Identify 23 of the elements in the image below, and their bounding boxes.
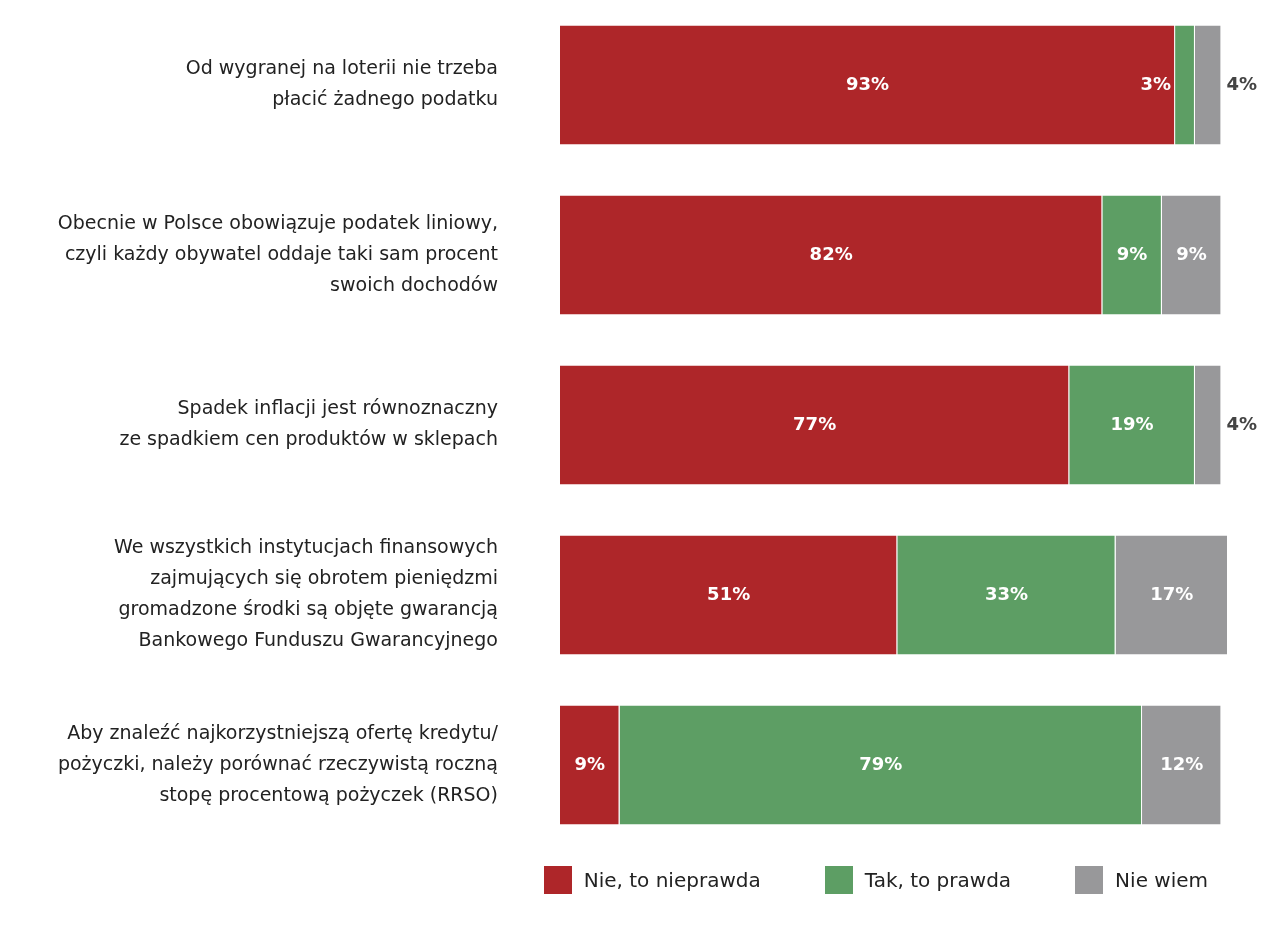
data-label: 93% (846, 72, 890, 94)
data-label: 51% (707, 582, 751, 604)
data-label: 4% (1226, 412, 1257, 434)
y-tick-label: Aby znaleźć najkorzystniejszą ofertę kredytu/ pożyczki, należy porównać rzeczywistą roczną stopę procentową pożyczek (RRSO) (57, 720, 499, 805)
legend-label: Nie, to nieprawda (583, 868, 761, 892)
data-label: 17% (1150, 582, 1194, 604)
y-tick-label: Spadek inflacji jest równoznaczny ze spadkiem cen produktów w sklepach (119, 396, 498, 450)
data-label: 9% (1116, 242, 1148, 264)
data-label: 9% (574, 752, 606, 774)
data-label: 3% (1140, 72, 1172, 94)
data-label: 33% (984, 582, 1028, 604)
data-label: 77% (793, 412, 837, 434)
y-tick-label: Obecnie w Polsce obowiązuje podatek liniowy, czyli każdy obywatel oddaje taki sam procent swoich dochodów (57, 210, 498, 295)
data-label: 79% (859, 752, 903, 774)
data-label: 82% (809, 242, 853, 264)
data-label: 9% (1176, 242, 1207, 264)
legend-label: Nie wiem (1115, 868, 1208, 892)
legend-label: Tak, to prawda (864, 868, 1012, 892)
data-label: 4% (1226, 72, 1257, 94)
data-label: 12% (1160, 752, 1204, 774)
y-tick-label: Od wygranej na loterii nie trzeba płacić żadnego podatku (185, 56, 498, 110)
y-tick-label: We wszystkich instytucjach finansowych zajmujących się obrotem pieniędzmi gromadzone środki są objęte gwarancją Bankowego Funduszu Gwarancyjnego (113, 535, 498, 651)
data-label: 19% (1110, 412, 1154, 434)
